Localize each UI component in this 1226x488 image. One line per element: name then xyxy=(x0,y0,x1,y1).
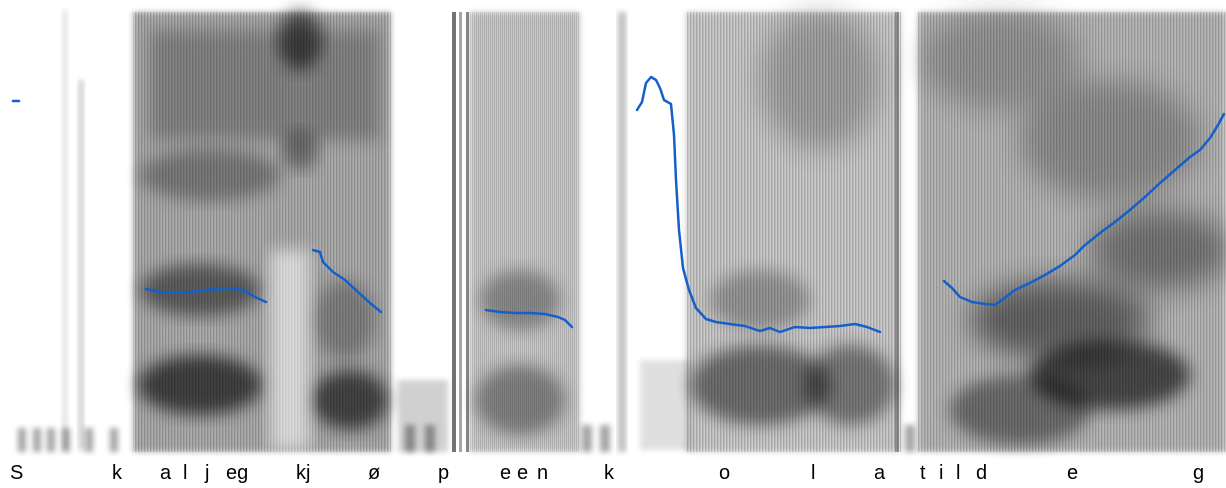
spectral-energy xyxy=(18,10,1226,452)
segment-label: eg xyxy=(226,462,249,484)
pitch-segment xyxy=(311,248,383,314)
pitch-contour xyxy=(11,75,1226,334)
segment-label: o xyxy=(719,462,731,484)
segment-label: j xyxy=(205,462,210,484)
segment-label: k xyxy=(112,462,122,484)
segment-label: n xyxy=(537,462,549,484)
segment-label: S xyxy=(10,462,24,484)
low-frequency-band xyxy=(18,425,915,452)
segment-label: ø xyxy=(368,462,381,484)
segment-label: e xyxy=(1067,462,1079,484)
pitch-segment xyxy=(635,75,882,334)
segment-label: e xyxy=(500,462,512,484)
segment-label: d xyxy=(976,462,988,484)
segment-label: p xyxy=(438,462,450,484)
segment-label: t xyxy=(920,462,926,484)
segment-label: e xyxy=(517,462,529,484)
pitch-segment xyxy=(484,308,574,329)
segment-label: kj xyxy=(296,462,311,484)
segment-label: l xyxy=(811,462,816,484)
segment-label: a xyxy=(874,462,886,484)
segment-label: k xyxy=(604,462,614,484)
segment-label: g xyxy=(1193,462,1205,484)
segment-label: i xyxy=(939,462,944,484)
pitch-segment xyxy=(942,112,1226,307)
pitch-segment xyxy=(144,286,268,304)
segment-label: a xyxy=(160,462,172,484)
segment-label: l xyxy=(956,462,961,484)
segment-label: l xyxy=(183,462,188,484)
